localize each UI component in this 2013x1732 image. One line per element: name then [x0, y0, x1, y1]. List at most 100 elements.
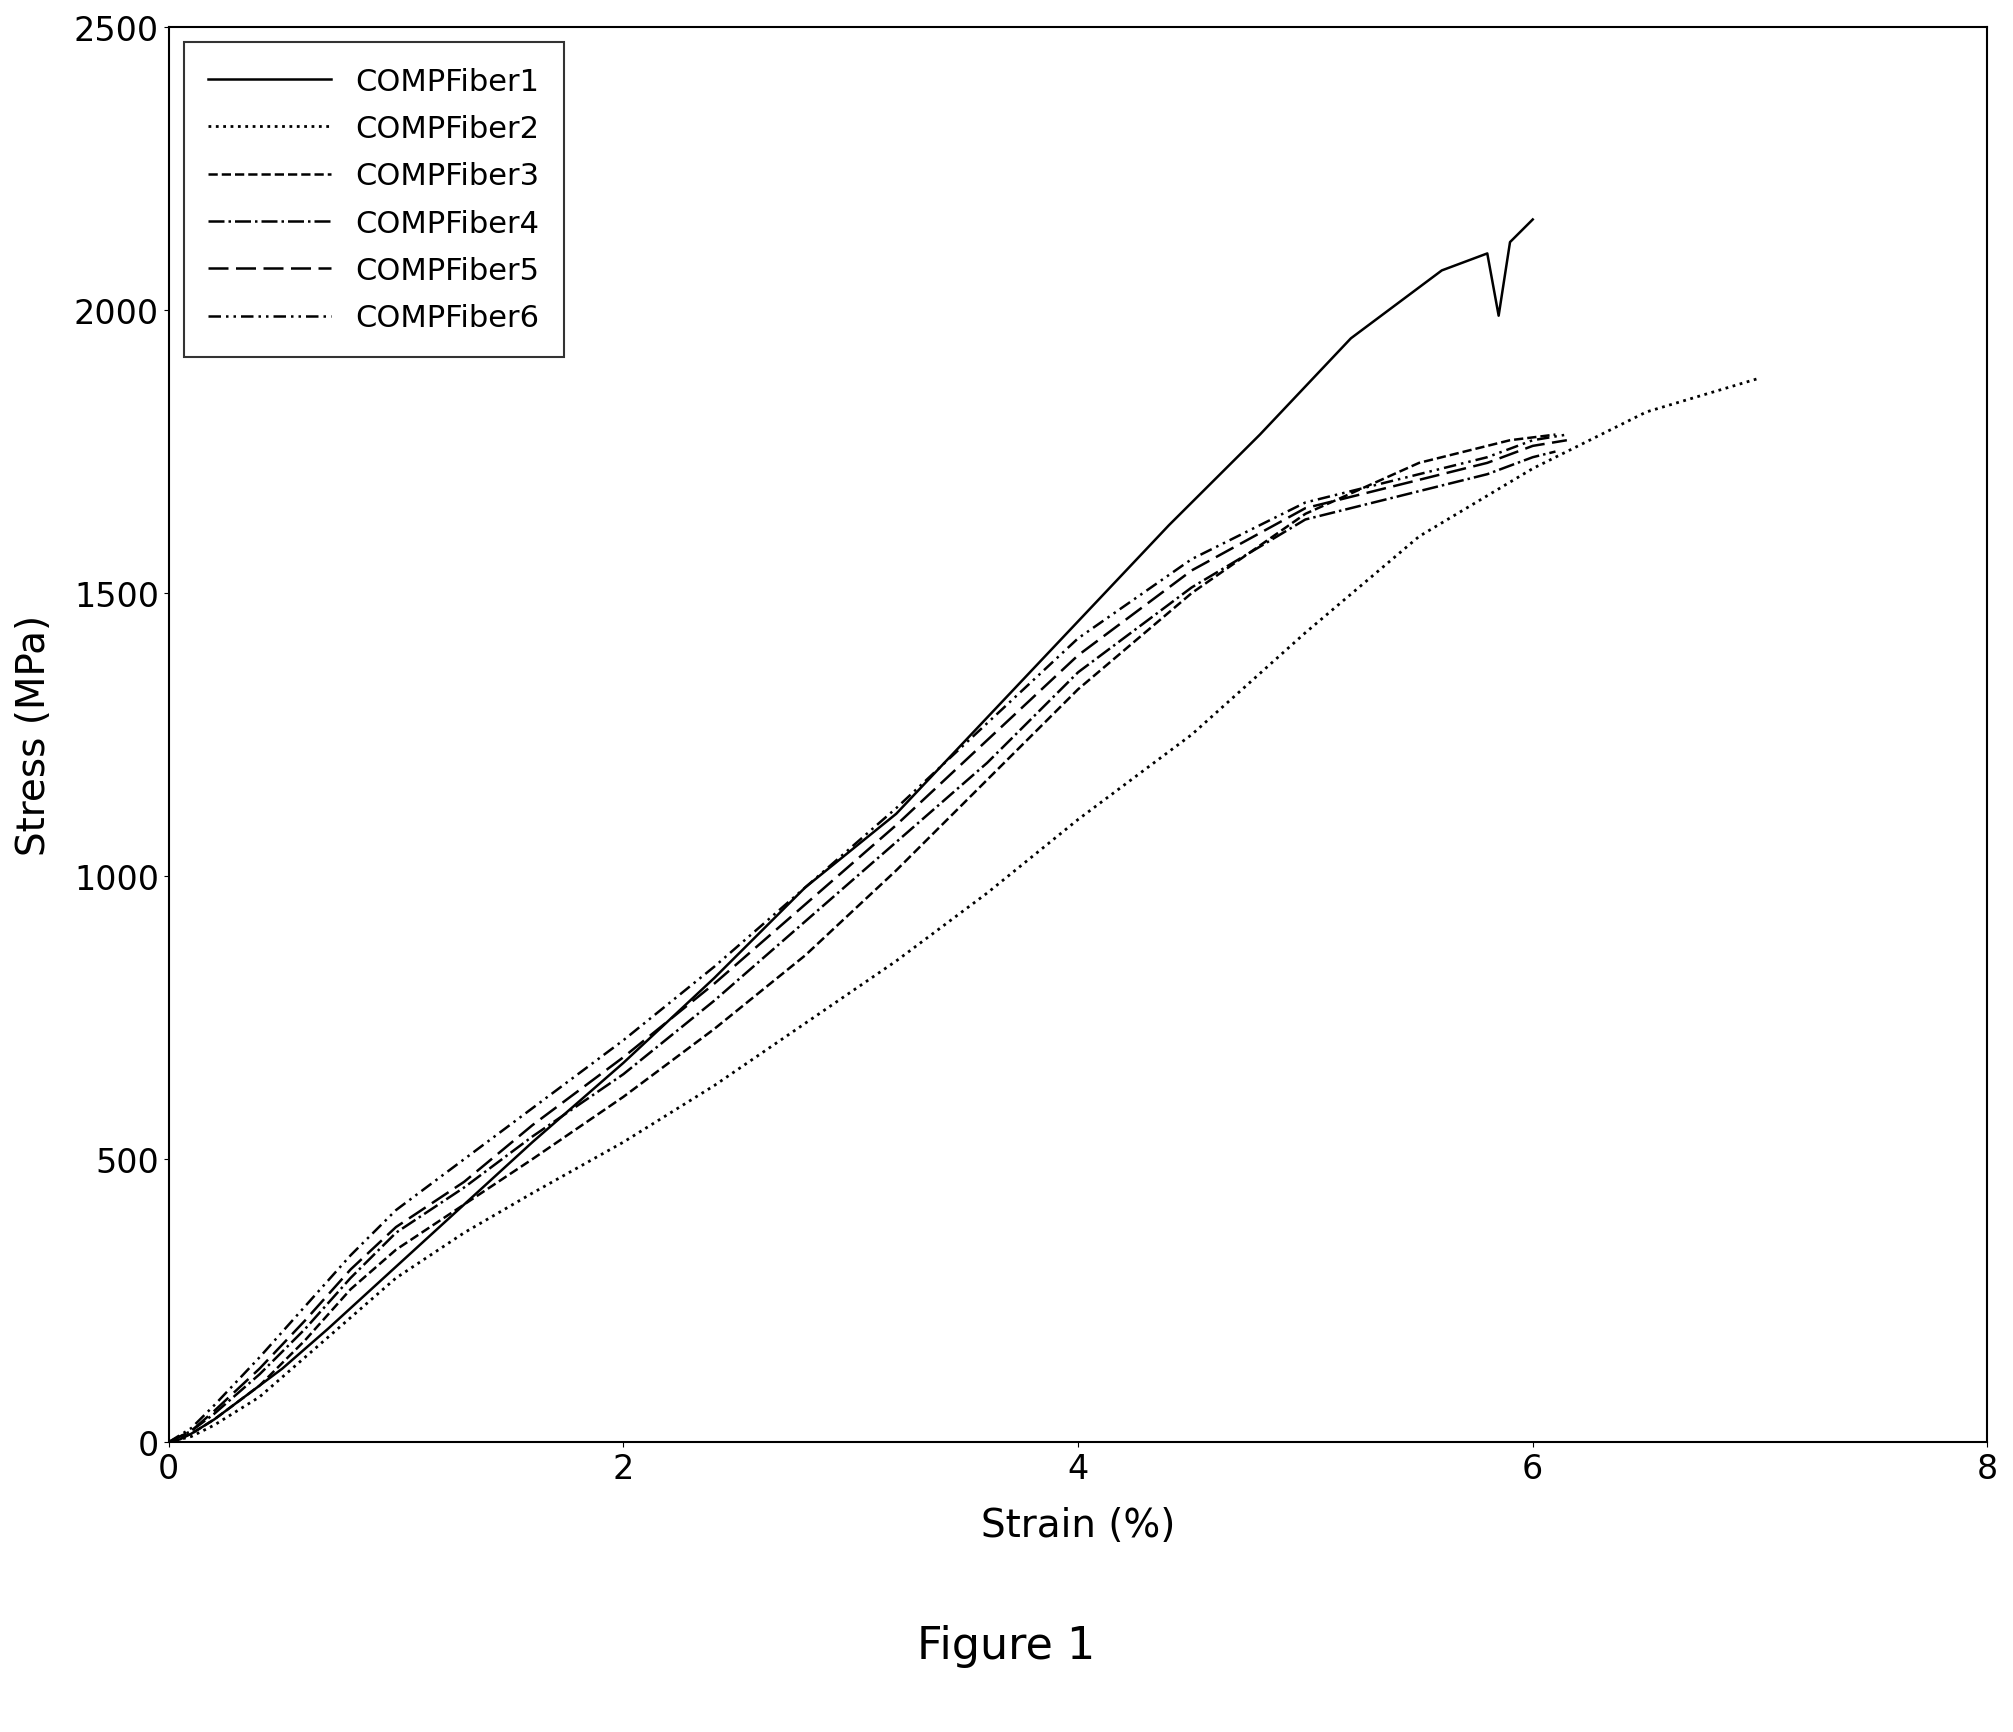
COMPFiber3: [974, 771, 998, 792]
COMPFiber4: [793, 911, 817, 932]
Legend: COMPFiber1, COMPFiber2, COMPFiber3, COMPFiber4, COMPFiber5, COMPFiber6: COMPFiber1, COMPFiber2, COMPFiber3, COMP…: [183, 43, 564, 357]
COMPFiber1: [1157, 516, 1182, 537]
COMPFiber6: [974, 714, 998, 734]
X-axis label: Strain (%): Strain (%): [980, 1505, 1176, 1543]
COMPFiber3: [612, 1086, 636, 1107]
COMPFiber5: [1407, 469, 1431, 490]
COMPFiber5: [884, 816, 908, 837]
COMPFiber2: [201, 1415, 225, 1436]
Y-axis label: Stress (MPa): Stress (MPa): [14, 615, 52, 856]
COMPFiber3: [453, 1195, 477, 1216]
COMPFiber4: [1292, 509, 1317, 530]
COMPFiber1: [1339, 329, 1363, 350]
COMPFiber3: [1407, 454, 1431, 475]
Line: COMPFiber5: COMPFiber5: [169, 442, 1566, 1443]
COMPFiber3: [1498, 431, 1522, 452]
COMPFiber5: [453, 1171, 477, 1192]
Line: COMPFiber4: COMPFiber4: [169, 452, 1556, 1443]
COMPFiber5: [179, 1420, 203, 1441]
COMPFiber1: [1248, 424, 1272, 445]
COMPFiber5: [294, 1311, 318, 1332]
COMPFiber1: [179, 1424, 203, 1444]
COMPFiber3: [1292, 504, 1317, 525]
COMPFiber3: [294, 1330, 318, 1351]
COMPFiber3: [338, 1280, 362, 1301]
COMPFiber1: [884, 804, 908, 824]
COMPFiber4: [1180, 578, 1204, 599]
COMPFiber2: [338, 1308, 362, 1328]
COMPFiber2: [1407, 527, 1431, 547]
COMPFiber2: [157, 1432, 181, 1453]
COMPFiber3: [1544, 424, 1568, 445]
COMPFiber4: [201, 1403, 225, 1424]
COMPFiber4: [1476, 464, 1500, 485]
COMPFiber4: [384, 1223, 409, 1244]
COMPFiber6: [519, 1098, 544, 1119]
COMPFiber4: [1407, 481, 1431, 502]
COMPFiber5: [157, 1432, 181, 1453]
COMPFiber2: [1292, 624, 1317, 644]
COMPFiber4: [703, 991, 727, 1011]
COMPFiber1: [1429, 262, 1453, 282]
Line: COMPFiber3: COMPFiber3: [169, 435, 1556, 1443]
COMPFiber2: [1635, 402, 1659, 423]
COMPFiber5: [703, 973, 727, 994]
COMPFiber6: [884, 798, 908, 819]
COMPFiber6: [1476, 447, 1500, 468]
COMPFiber5: [201, 1401, 225, 1422]
COMPFiber6: [1292, 494, 1317, 514]
COMPFiber1: [703, 968, 727, 989]
COMPFiber4: [294, 1318, 318, 1339]
COMPFiber1: [974, 708, 998, 729]
COMPFiber5: [1554, 431, 1578, 452]
Line: COMPFiber6: COMPFiber6: [169, 435, 1566, 1443]
COMPFiber3: [703, 1018, 727, 1039]
COMPFiber6: [201, 1396, 225, 1417]
COMPFiber1: [1476, 244, 1500, 265]
COMPFiber3: [179, 1424, 203, 1444]
COMPFiber1: [1498, 232, 1522, 253]
COMPFiber2: [453, 1223, 477, 1244]
Line: COMPFiber2: COMPFiber2: [169, 379, 1759, 1443]
COMPFiber1: [1520, 210, 1544, 230]
COMPFiber4: [179, 1420, 203, 1441]
COMPFiber5: [1180, 561, 1204, 582]
COMPFiber6: [612, 1031, 636, 1051]
COMPFiber1: [519, 1133, 544, 1154]
COMPFiber6: [1554, 424, 1578, 445]
COMPFiber2: [179, 1425, 203, 1446]
COMPFiber4: [248, 1365, 272, 1386]
COMPFiber3: [519, 1148, 544, 1169]
COMPFiber5: [612, 1048, 636, 1069]
COMPFiber6: [1067, 629, 1091, 650]
COMPFiber6: [157, 1432, 181, 1453]
COMPFiber5: [248, 1358, 272, 1379]
COMPFiber1: [1486, 307, 1510, 327]
COMPFiber2: [294, 1347, 318, 1368]
COMPFiber3: [884, 861, 908, 882]
COMPFiber5: [974, 731, 998, 752]
COMPFiber4: [884, 833, 908, 854]
COMPFiber4: [1520, 447, 1544, 468]
COMPFiber5: [1476, 454, 1500, 475]
COMPFiber6: [1520, 431, 1544, 452]
COMPFiber2: [1520, 459, 1544, 480]
COMPFiber6: [703, 956, 727, 977]
COMPFiber2: [1067, 809, 1091, 830]
COMPFiber5: [1067, 646, 1091, 667]
COMPFiber1: [270, 1358, 294, 1379]
COMPFiber4: [338, 1268, 362, 1289]
COMPFiber4: [1544, 442, 1568, 462]
COMPFiber1: [793, 878, 817, 899]
COMPFiber2: [612, 1133, 636, 1154]
COMPFiber1: [167, 1429, 191, 1450]
Text: Figure 1: Figure 1: [918, 1625, 1095, 1666]
COMPFiber1: [225, 1393, 250, 1413]
COMPFiber3: [248, 1375, 272, 1396]
COMPFiber4: [453, 1178, 477, 1199]
COMPFiber5: [1520, 436, 1544, 457]
COMPFiber3: [201, 1410, 225, 1431]
COMPFiber2: [248, 1387, 272, 1408]
COMPFiber3: [1180, 584, 1204, 604]
COMPFiber5: [338, 1259, 362, 1280]
